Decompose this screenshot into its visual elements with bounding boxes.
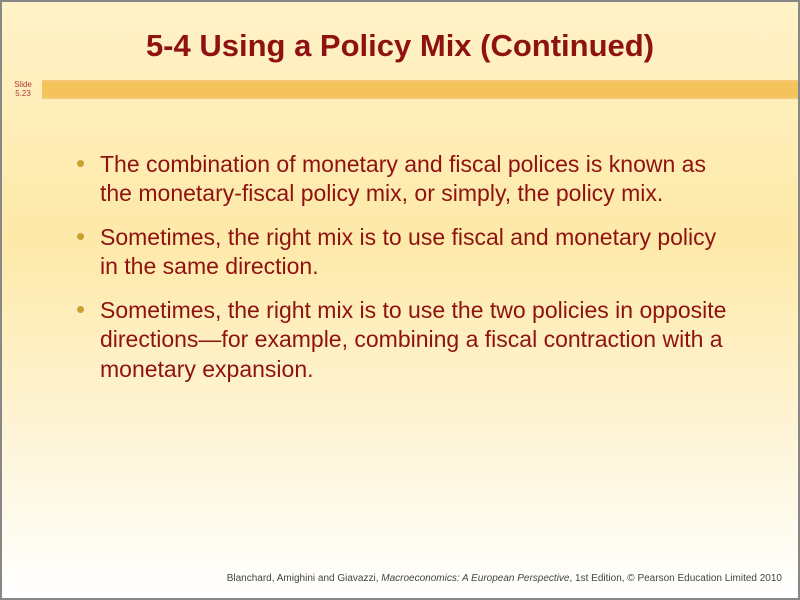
slide-label-text: Slide — [14, 80, 32, 89]
footer-authors: Blanchard, Amighini and Giavazzi, — [227, 573, 382, 584]
slide-number-label: Slide 5.23 — [8, 80, 38, 98]
list-item: Sometimes, the right mix is to use the t… — [72, 296, 738, 384]
slide-title: 5-4 Using a Policy Mix (Continued) — [2, 2, 798, 78]
list-item: Sometimes, the right mix is to use fisca… — [72, 223, 738, 282]
band-bottom-line — [42, 97, 798, 99]
bullet-list: The combination of monetary and fiscal p… — [72, 150, 738, 384]
footer-book-title: Macroeconomics: A European Perspective — [381, 573, 569, 584]
footer-rest: , 1st Edition, © Pearson Education Limit… — [570, 573, 783, 584]
slide-body: The combination of monetary and fiscal p… — [72, 150, 738, 384]
list-item: The combination of monetary and fiscal p… — [72, 150, 738, 209]
accent-band: Slide 5.23 — [2, 80, 798, 102]
footer-citation: Blanchard, Amighini and Giavazzi, Macroe… — [227, 573, 782, 584]
band-fill — [42, 82, 798, 97]
slide-label-number: 5.23 — [15, 89, 31, 98]
